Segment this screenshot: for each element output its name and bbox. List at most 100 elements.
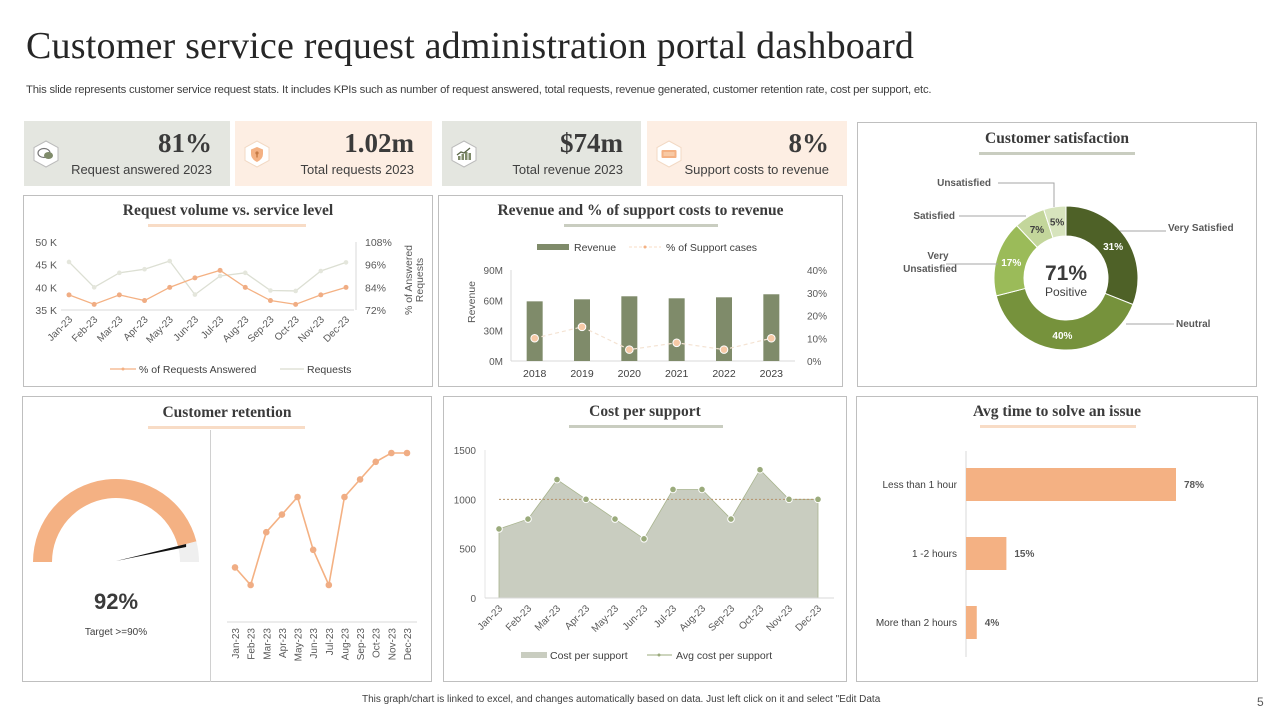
requests-point xyxy=(242,270,248,276)
retention-chart: 92% Target >=90% Jan-23 Feb-23 Mar-23 Apr-2… xyxy=(33,449,417,661)
legend-cost: Cost per support xyxy=(550,650,628,662)
kpi-card-total-requests: 1.02m Total requests 2023 xyxy=(235,121,432,186)
request-volume-chart: 35 K 40 K 45 K 50 K 72% 84% 96% 108% Jan-23Feb-2… xyxy=(35,237,426,376)
chart-title: Cost per support xyxy=(589,403,701,420)
x-tick-label: Jul-23 xyxy=(325,628,336,656)
title-underline xyxy=(979,152,1135,155)
revenue-card[interactable]: Revenue and % of support costs to revenu… xyxy=(438,195,843,387)
donut-slice-neutral xyxy=(995,287,1134,351)
donut-slice-unsatisfied xyxy=(1043,205,1067,239)
x-tick-label: May-23 xyxy=(144,314,176,346)
revenue-bar xyxy=(621,296,638,361)
chart-title: Customer satisfaction xyxy=(985,130,1129,147)
x-tick-label: Aug-23 xyxy=(340,628,351,661)
y-right-tick-label: 10% xyxy=(807,334,827,345)
title-underline xyxy=(569,425,723,428)
x-tick-label: Mar-23 xyxy=(95,314,125,344)
avg-time-card[interactable]: Avg time to solve an issue Less than 1 h… xyxy=(856,396,1258,682)
bar xyxy=(966,537,1007,570)
x-tick-label: 2022 xyxy=(712,368,736,380)
x-tick-label: Jun-23 xyxy=(172,314,202,344)
x-tick-label: Dec-23 xyxy=(794,603,825,634)
x-tick-label: Aug-23 xyxy=(221,314,252,345)
slice-category-label: Satisfied xyxy=(913,211,955,222)
cost-point xyxy=(524,515,532,523)
satisfaction-donut-chart: 31% 40% 17% 7% 5% Very Satisfied Neutral Very U… xyxy=(903,178,1234,351)
cash-icon xyxy=(656,140,682,168)
y-left-tick-label: 40 K xyxy=(35,282,57,294)
slice-category-label: Unsatisfied xyxy=(937,178,991,189)
retention-point xyxy=(247,581,254,589)
growth-chart-icon xyxy=(451,140,477,168)
title-underline xyxy=(564,224,718,227)
legend-avg: Avg cost per support xyxy=(676,650,772,662)
chart-title: Customer retention xyxy=(162,404,292,421)
y-right-tick-label: 96% xyxy=(365,260,386,272)
kpi-label: Total revenue 2023 xyxy=(512,162,623,177)
y-tick-label: 1500 xyxy=(454,446,477,457)
donut-center-value: 71% xyxy=(1045,262,1087,285)
retention-point xyxy=(341,493,348,501)
y-left-tick-label: 50 K xyxy=(35,237,57,249)
x-tick-label: Dec-23 xyxy=(322,314,353,345)
y-left-tick-label: 0M xyxy=(489,357,503,368)
chart-title: Revenue and % of support costs to revenu… xyxy=(497,202,784,219)
customer-retention-card[interactable]: Customer retention 92% Target >=90% Jan-… xyxy=(22,396,432,682)
cost-point xyxy=(756,465,764,474)
legend-revenue: Revenue xyxy=(574,242,616,254)
y-left-tick-label: 60M xyxy=(484,296,503,307)
value-label: 78% xyxy=(1184,480,1204,491)
kpi-value: $74m xyxy=(560,128,623,158)
revenue-bar xyxy=(763,294,780,361)
legend-support: % of Support cases xyxy=(666,242,757,254)
cost-point xyxy=(553,475,561,484)
x-tick-label: Apr-23 xyxy=(278,628,289,658)
value-label: 4% xyxy=(985,618,1000,629)
retention-point xyxy=(372,458,380,466)
answered-point xyxy=(343,284,349,290)
legend-requests: Requests xyxy=(307,364,351,376)
kpi-value: 8% xyxy=(788,128,830,158)
cost-point xyxy=(495,525,503,533)
bar xyxy=(966,606,977,639)
slice-category-label: Very Satisfied xyxy=(1168,223,1234,234)
answered-point xyxy=(293,301,299,307)
title-underline xyxy=(148,224,306,227)
x-tick-label: Feb-23 xyxy=(504,603,534,633)
y-right-tick-label: 40% xyxy=(807,266,827,277)
support-point xyxy=(767,333,776,343)
x-tick-label: 2021 xyxy=(665,368,689,380)
requests-point xyxy=(293,288,298,294)
answered-point xyxy=(217,267,223,273)
page-subtitle: This slide represents customer service r… xyxy=(26,84,932,96)
page-title: Customer service request administration … xyxy=(26,25,915,67)
gauge-target: Target >=90% xyxy=(85,627,147,638)
x-tick-label: Nov-23 xyxy=(765,603,796,634)
retention-line xyxy=(234,452,407,588)
customer-satisfaction-card[interactable]: Customer satisfaction 31% 40% 17% 7% 5% Very… xyxy=(857,122,1257,387)
y-left-tick-label: 35 K xyxy=(35,305,57,317)
x-tick-label: Dec-23 xyxy=(403,628,414,661)
category-label: More than 2 hours xyxy=(876,618,957,629)
x-tick-label: Sep-23 xyxy=(246,314,277,345)
x-tick-label: May-23 xyxy=(590,603,622,635)
bar xyxy=(966,468,1176,501)
x-tick-label: 2018 xyxy=(523,368,547,380)
value-label: 15% xyxy=(1014,549,1034,560)
avg-time-bar-chart: Less than 1 hour 78% 1 -2 hours 15% More tha… xyxy=(876,451,1204,657)
y-left-tick-label: 45 K xyxy=(35,260,57,272)
y-tick-label: 0 xyxy=(470,594,476,605)
x-tick-label: Oct-23 xyxy=(737,603,766,632)
requests-point xyxy=(167,258,173,264)
cost-per-support-card[interactable]: Cost per support 0 500 1000 1500 Jan-23 Feb-2… xyxy=(443,396,847,682)
retention-point xyxy=(262,528,270,536)
kpi-label: Request answered 2023 xyxy=(71,162,212,177)
kpi-card-requests-answered: 81% Request answered 2023 xyxy=(24,121,230,186)
cost-area xyxy=(498,469,819,599)
requests-point xyxy=(91,285,97,290)
x-tick-label: Feb-23 xyxy=(70,314,100,344)
x-tick-label: Jan-23 xyxy=(476,603,506,633)
request-volume-card[interactable]: Request volume vs. service level 35 K 40 … xyxy=(23,195,433,387)
leader-line xyxy=(998,182,1055,207)
